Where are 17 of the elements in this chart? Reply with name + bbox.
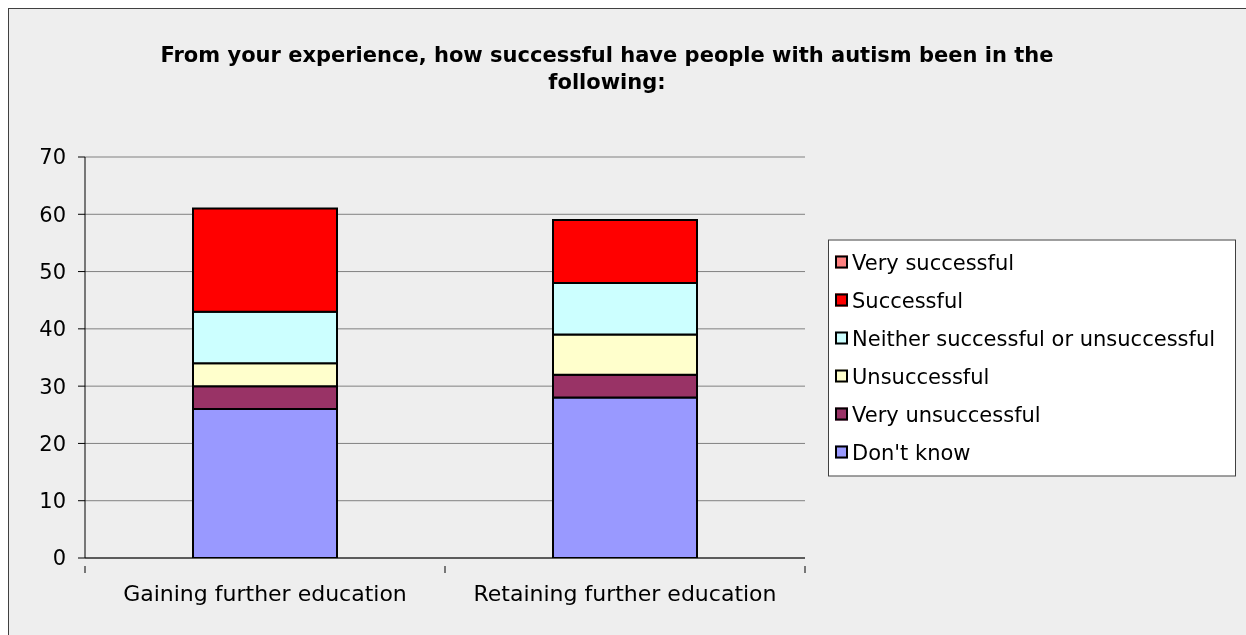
y-tick-label: 50 — [39, 260, 66, 285]
legend-label: Don't know — [852, 440, 971, 464]
legend-label: Very successful — [852, 250, 1015, 274]
x-tick-label: Gaining further education — [123, 581, 407, 606]
x-tick-label: Retaining further education — [473, 581, 777, 606]
legend-label: Neither successful or unsuccessful — [852, 326, 1216, 350]
y-tick-label: 60 — [39, 202, 66, 227]
legend-label: Unsuccessful — [852, 364, 990, 388]
y-tick-label: 40 — [39, 317, 66, 342]
chart-title: From your experience, how successful have people with autism been in the following: — [159, 42, 1055, 96]
y-tick-label: 0 — [52, 546, 66, 571]
legend-label: Successful — [852, 288, 964, 312]
y-tick-label: 20 — [39, 431, 66, 456]
y-tick-label: 10 — [39, 489, 66, 514]
y-tick-label: 70 — [39, 145, 66, 170]
legend-label: Very unsuccessful — [852, 402, 1041, 426]
y-tick-label: 30 — [39, 374, 66, 399]
